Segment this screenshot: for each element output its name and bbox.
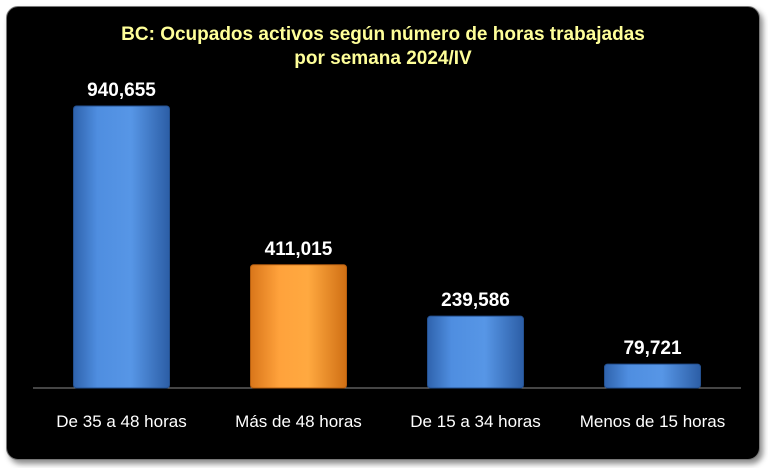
value-label-2: 239,586	[441, 290, 510, 311]
category-label-0: De 35 a 48 horas	[56, 412, 186, 431]
chart-title-line-2: por semana 2024/IV	[294, 48, 472, 69]
value-label-3: 79,721	[623, 338, 682, 359]
bar-chart: 940,655 De 35 a 48 horas 411,015 Más de 48 …	[33, 80, 741, 431]
value-label-0: 940,655	[87, 80, 156, 101]
category-label-3: Menos de 15 horas	[580, 412, 726, 431]
chart-title: BC: Ocupados activos según número de hor…	[7, 23, 759, 71]
value-label-1: 411,015	[265, 239, 333, 260]
bar-3	[604, 363, 701, 389]
bar-1	[250, 264, 347, 389]
category-label-1: Más de 48 horas	[235, 412, 362, 431]
chart-title-line-1: BC: Ocupados activos según número de hor…	[121, 24, 645, 45]
chart-frame: BC: Ocupados activos según número de hor…	[6, 6, 760, 460]
category-label-2: De 15 a 34 horas	[410, 412, 540, 431]
bar-0	[73, 105, 170, 389]
bar-2	[427, 315, 524, 389]
